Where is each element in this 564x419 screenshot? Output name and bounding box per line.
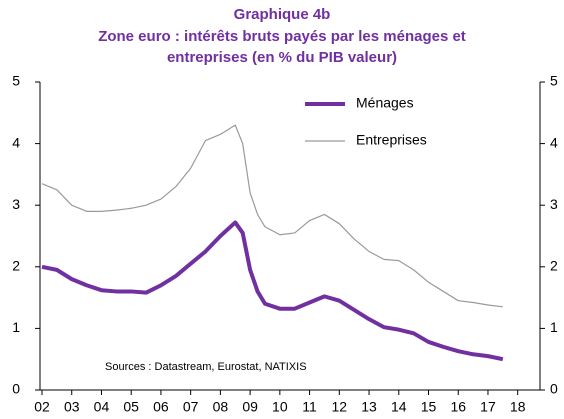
series-line bbox=[41, 220, 504, 362]
x-tick-label: 07 bbox=[183, 399, 199, 415]
legend-label: Ménages bbox=[356, 95, 414, 111]
x-tick-label: 05 bbox=[123, 399, 139, 415]
chart-title: Graphique 4b bbox=[234, 6, 331, 23]
x-tick-label: 14 bbox=[391, 399, 407, 415]
x-tick-label: 18 bbox=[510, 399, 526, 415]
y2-tick-label: 0 bbox=[550, 381, 558, 397]
y2-tick-label: 2 bbox=[550, 258, 558, 274]
x-tick-label: 12 bbox=[332, 399, 348, 415]
y2-tick-label: 3 bbox=[550, 196, 558, 212]
y-tick-label: 5 bbox=[12, 73, 20, 89]
y-tick-label: 4 bbox=[12, 134, 20, 150]
x-tick-label: 06 bbox=[153, 399, 169, 415]
x-tick-label: 03 bbox=[64, 399, 80, 415]
y2-tick-label: 5 bbox=[550, 73, 558, 89]
x-tick-label: 15 bbox=[421, 399, 437, 415]
x-tick-label: 10 bbox=[272, 399, 288, 415]
y-tick-label: 2 bbox=[12, 258, 20, 274]
y2-tick-label: 1 bbox=[550, 319, 558, 335]
x-tick-label: 11 bbox=[302, 399, 317, 415]
series-line bbox=[41, 124, 503, 308]
x-tick-label: 16 bbox=[450, 399, 466, 415]
x-tick-label: 09 bbox=[242, 399, 258, 415]
x-tick-label: 17 bbox=[480, 399, 496, 415]
chart-title: Zone euro : intérêts bruts payés par les… bbox=[98, 28, 466, 45]
annotation: Sources : Datastream, Eurostat, NATIXIS bbox=[105, 361, 307, 373]
x-tick-label: 13 bbox=[361, 399, 377, 415]
y-tick-label: 3 bbox=[12, 196, 20, 212]
y2-tick-label: 4 bbox=[550, 134, 558, 150]
y-tick-label: 0 bbox=[12, 381, 20, 397]
chart-title: entreprises (en % du PIB valeur) bbox=[167, 49, 397, 66]
x-tick-label: 04 bbox=[94, 399, 110, 415]
legend-label: Entreprises bbox=[356, 132, 427, 148]
x-tick-label: 02 bbox=[34, 399, 50, 415]
x-tick-label: 08 bbox=[213, 399, 229, 415]
y-tick-label: 1 bbox=[12, 319, 20, 335]
